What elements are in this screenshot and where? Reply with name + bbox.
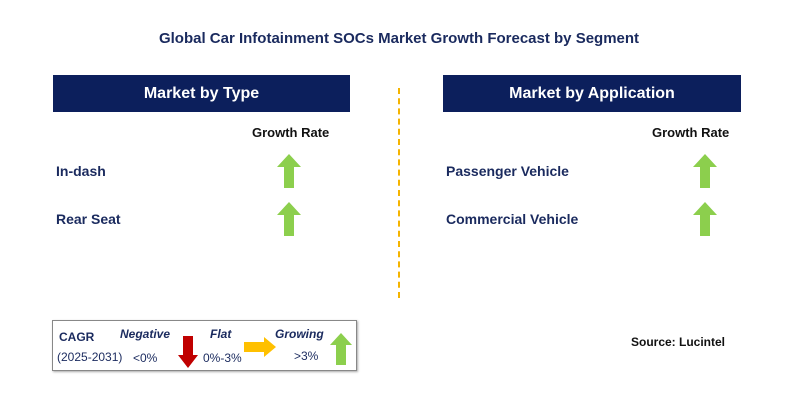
up-arrow-icon xyxy=(277,154,301,188)
segment-passenger-vehicle: Passenger Vehicle xyxy=(446,163,569,179)
legend-growing: Growing xyxy=(275,327,324,341)
source-label: Source: Lucintel xyxy=(631,335,726,349)
legend-period: (2025-2031) xyxy=(57,350,123,364)
legend-flat: Flat xyxy=(210,327,232,341)
segment-in-dash: In-dash xyxy=(56,163,106,179)
growth-rate-label-left: Growth Rate xyxy=(252,125,330,140)
divider xyxy=(398,88,400,298)
legend-negative: Negative xyxy=(120,327,171,341)
market-by-type-header: Market by Type xyxy=(53,75,350,112)
legend-flat-range: 0%-3% xyxy=(203,351,242,365)
up-arrow-icon xyxy=(693,154,717,188)
up-arrow-icon xyxy=(277,202,301,236)
right-arrow-icon xyxy=(244,337,276,357)
page-title: Global Car Infotainment SOCs Market Grow… xyxy=(158,30,640,47)
down-arrow-icon xyxy=(178,336,198,368)
market-by-application-header: Market by Application xyxy=(443,75,741,112)
segment-rear-seat: Rear Seat xyxy=(56,211,121,227)
growth-rate-label-right: Growth Rate xyxy=(652,125,730,140)
up-arrow-icon xyxy=(693,202,717,236)
cagr-legend: CAGR (2025-2031) Negative <0% Flat 0%-3%… xyxy=(52,320,357,371)
up-arrow-icon xyxy=(330,333,352,365)
legend-growing-range: >3% xyxy=(294,349,319,363)
legend-cagr: CAGR xyxy=(59,330,95,344)
legend-negative-range: <0% xyxy=(133,351,158,365)
segment-commercial-vehicle: Commercial Vehicle xyxy=(446,211,579,227)
